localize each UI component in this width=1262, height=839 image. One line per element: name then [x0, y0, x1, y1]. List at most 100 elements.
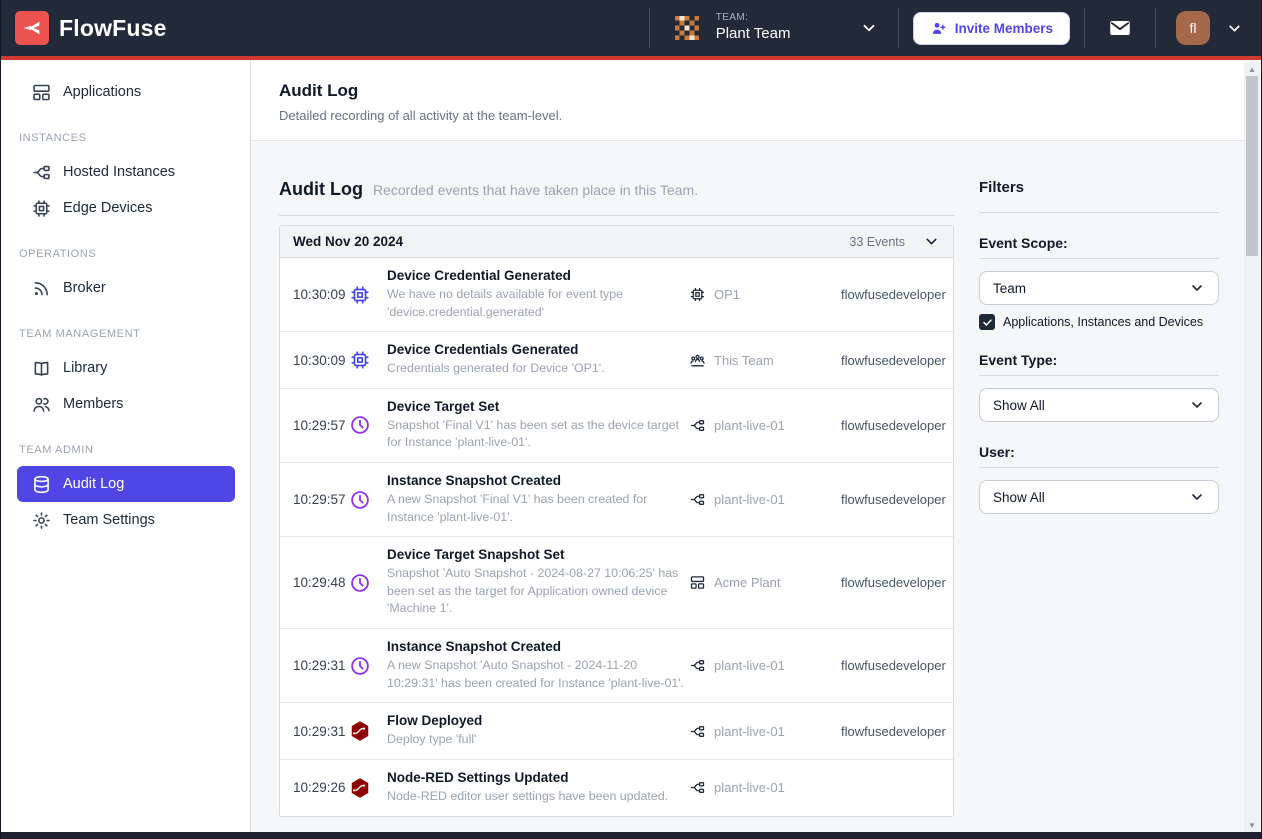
sidebar-item-audit-log[interactable]: Audit Log	[17, 466, 235, 502]
sidebar-section-label: TEAM MANAGEMENT	[19, 328, 141, 340]
clock-event-icon	[349, 414, 371, 436]
vertical-scrollbar[interactable]: ▲ ▼	[1244, 62, 1260, 832]
scroll-up-arrow-icon[interactable]: ▲	[1248, 64, 1256, 74]
event-title: Device Target Snapshot Set	[387, 547, 565, 563]
page-title: Audit Log	[279, 81, 359, 100]
event-description: A new Snapshot 'Auto Snapshot - 2024-11-…	[387, 658, 685, 690]
sidebar-item-team-settings[interactable]: Team Settings	[17, 502, 235, 538]
scope-checkbox[interactable]	[979, 314, 995, 330]
event-scope-select[interactable]: Team	[979, 271, 1219, 305]
team-chevron-down-icon	[860, 19, 878, 37]
audit-event-row: 10:30:09 Device Credential Generated We ha…	[280, 258, 953, 333]
event-detail: Device Target Set Snapshot 'Final V1' has…	[387, 399, 689, 452]
invite-members-button[interactable]: Invite Members	[912, 11, 1070, 45]
event-title: Flow Deployed	[387, 713, 483, 729]
notifications-button[interactable]	[1085, 0, 1155, 56]
event-description: Deploy type 'full'	[387, 732, 477, 747]
envelope-icon	[1107, 15, 1133, 41]
chip-event-icon	[349, 349, 371, 371]
sidebar-item-edge-devices[interactable]: Edge Devices	[17, 190, 235, 226]
event-description: Node-RED editor user settings have been …	[387, 788, 669, 803]
event-title: Device Credential Generated	[387, 268, 571, 283]
user-filter-select[interactable]: Show All	[979, 480, 1219, 514]
user-filter-value: Show All	[993, 489, 1045, 505]
sidebar-item-members[interactable]: Members	[17, 386, 235, 422]
event-description: Credentials generated for Device 'OP1'.	[387, 361, 605, 376]
event-scope-name: plant-live-01	[714, 780, 785, 796]
select-chevron-down-icon	[1189, 397, 1205, 413]
sidebar-section-label: TEAM ADMIN	[19, 444, 94, 456]
team-selector[interactable]: TEAM: Plant Team	[650, 0, 898, 56]
settings-icon	[31, 510, 52, 531]
filters-divider	[979, 212, 1219, 213]
members-icon	[31, 394, 52, 415]
sidebar-section-label: OPERATIONS	[19, 248, 97, 260]
event-scope-name: plant-live-01	[714, 658, 785, 674]
event-time: 10:29:31	[293, 723, 346, 739]
sidebar-item-label: Team Settings	[63, 512, 155, 528]
event-title: Instance Snapshot Created	[387, 639, 562, 655]
event-type-value: Show All	[993, 397, 1045, 413]
user-plus-icon	[930, 20, 947, 37]
event-scope-name: plant-live-01	[714, 417, 785, 433]
audit-icon	[31, 474, 52, 495]
user-menu[interactable]: fl	[1156, 0, 1261, 56]
scope-checkbox-label: Applications, Instances and Devices	[1003, 315, 1204, 329]
scope-checkbox-row[interactable]: Applications, Instances and Devices	[979, 314, 1219, 330]
clock-event-icon	[349, 489, 371, 511]
team-avatar	[669, 11, 704, 45]
audit-event-row: 10:29:31 Instance Snapshot Created A new S…	[280, 629, 953, 704]
scrollbar-thumb[interactable]	[1246, 76, 1258, 256]
event-user: flowfusedeveloper	[841, 575, 946, 591]
main-content: Audit Log Detailed recording of all acti…	[251, 60, 1244, 832]
clock-event-icon	[349, 572, 371, 594]
event-scope: Acme Plant	[689, 574, 841, 591]
audit-event-row: 10:29:26 Node-RED Settings Updated Node-RE…	[280, 759, 953, 816]
nav-divider	[897, 8, 899, 48]
event-user: flowfusedeveloper	[841, 417, 946, 433]
date-group-header[interactable]: Wed Nov 20 2024 33 Events	[280, 226, 953, 258]
sidebar-item-applications[interactable]: Applications	[17, 74, 235, 110]
sidebar-item-library[interactable]: Library	[17, 350, 235, 386]
instances-icon	[31, 162, 52, 183]
sidebar-item-label: Applications	[63, 84, 142, 100]
user-avatar: fl	[1176, 11, 1210, 45]
event-detail: Instance Snapshot Created A new Snapshot …	[387, 639, 689, 692]
nav-divider	[1084, 8, 1085, 48]
event-scope: plant-live-01	[689, 779, 841, 796]
sidebar-item-label: Audit Log	[63, 476, 125, 492]
event-scope-name: plant-live-01	[714, 723, 785, 739]
instances-scope-icon	[689, 723, 706, 740]
sidebar-item-broker[interactable]: Broker	[17, 270, 235, 306]
event-scope: plant-live-01	[689, 491, 841, 508]
sidebar-item-hosted-instances[interactable]: Hosted Instances	[17, 154, 235, 190]
event-user: flowfusedeveloper	[841, 658, 946, 674]
instances-scope-icon	[689, 417, 706, 434]
audit-log-column: Audit Log Recorded events that have take…	[279, 165, 954, 817]
page-subtitle: Detailed recording of all activity at th…	[279, 108, 563, 123]
nodered-event-icon	[349, 720, 371, 742]
flowfuse-logo[interactable]: FlowFuse	[15, 11, 167, 45]
scroll-down-arrow-icon[interactable]: ▼	[1248, 820, 1256, 830]
team-name: Plant Team	[715, 24, 791, 42]
event-title: Device Credentials Generated	[387, 342, 579, 358]
brand-name: FlowFuse	[59, 14, 167, 41]
library-icon	[31, 358, 52, 379]
section-title: Audit Log	[279, 179, 363, 199]
sidebar-item-label: Broker	[63, 280, 106, 296]
event-description: A new Snapshot 'Final V1' has been creat…	[387, 492, 648, 524]
audit-event-row: 10:29:31 Flow Deployed Deploy type 'full' p…	[280, 703, 953, 760]
scrollbar-track[interactable]	[1244, 76, 1260, 818]
event-type-select[interactable]: Show All	[979, 388, 1219, 422]
invite-members-label: Invite Members	[954, 20, 1053, 36]
sidebar-item-label: Members	[63, 396, 124, 412]
event-description: Snapshot 'Auto Snapshot - 2024-08-27 10:…	[387, 566, 679, 616]
instances-scope-icon	[689, 491, 706, 508]
top-navbar: FlowFuse TEAM: Plant Team	[1, 0, 1261, 60]
sidebar-section-label: INSTANCES	[19, 132, 87, 144]
event-scope-name: plant-live-01	[714, 492, 785, 508]
event-scope-value: Team	[993, 280, 1027, 296]
event-title: Device Target Set	[387, 398, 500, 414]
collapse-chevron-down-icon	[923, 233, 940, 250]
event-scope-name: This Team	[714, 352, 774, 368]
